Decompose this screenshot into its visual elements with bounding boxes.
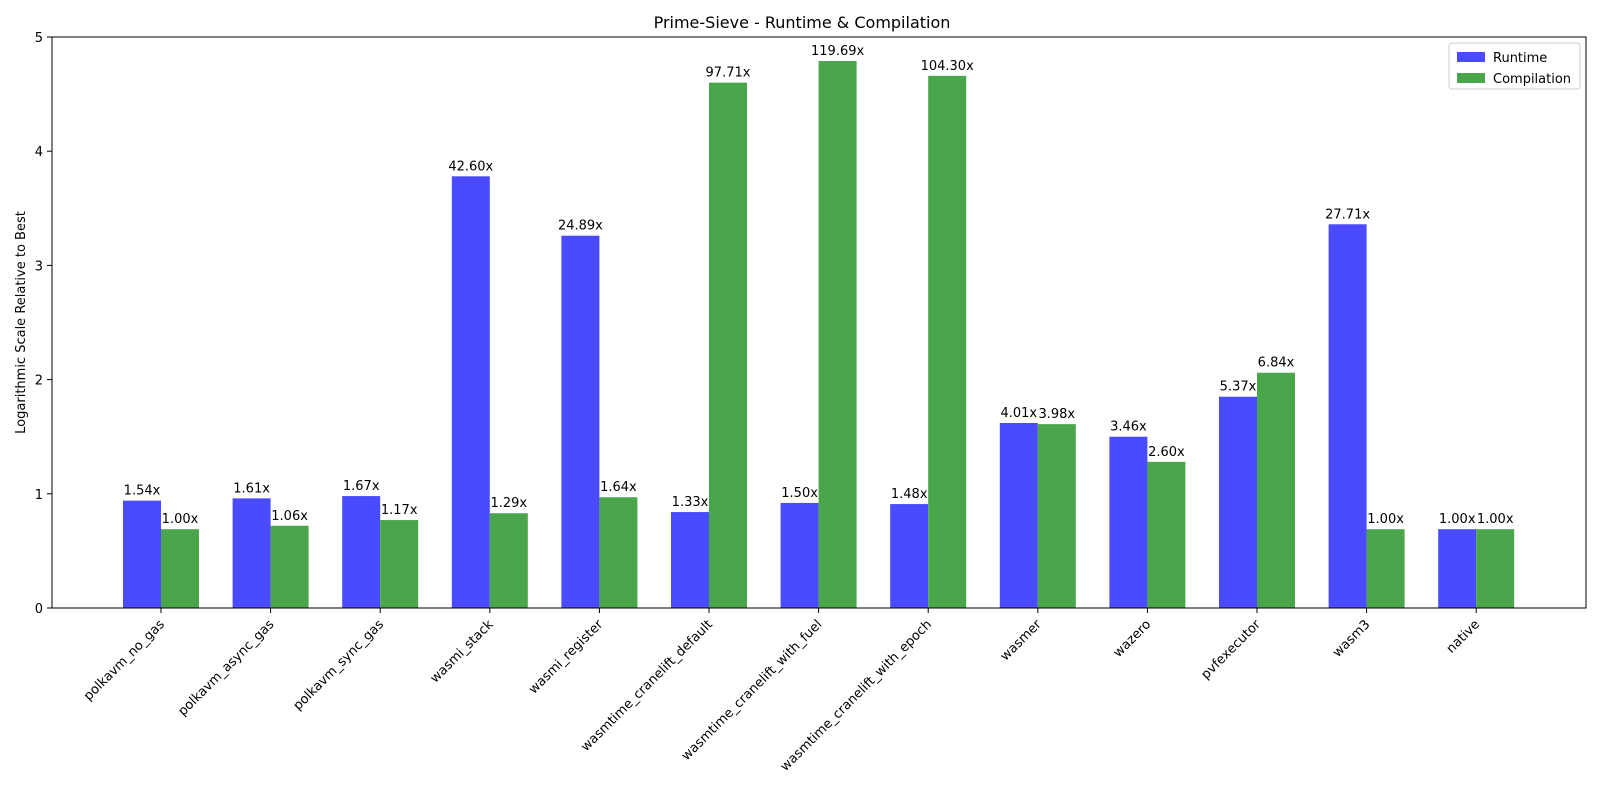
chart-title: Prime-Sieve - Runtime & Compilation: [654, 13, 951, 32]
y-tick-label: 4: [35, 145, 43, 160]
bar-compilation-polkavm_sync_gas: [380, 520, 419, 608]
data-label-compilation-pvfexecutor: 6.84x: [1258, 356, 1295, 371]
bar-runtime-wasmi_stack: [451, 176, 490, 608]
data-label-compilation-polkavm_async_gas: 1.06x: [271, 509, 308, 524]
legend-label-compilation: Compilation: [1493, 72, 1571, 87]
data-label-compilation-polkavm_no_gas: 1.00x: [162, 512, 199, 527]
bar-compilation-wasmtime_cranelift_with_epoch: [928, 75, 967, 608]
y-tick-label: 3: [35, 259, 43, 274]
bar-runtime-polkavm_sync_gas: [342, 496, 381, 608]
bar-compilation-pvfexecutor: [1257, 372, 1295, 608]
y-tick-label: 1: [35, 488, 43, 503]
bar-runtime-native: [1438, 529, 1477, 608]
data-label-runtime-wasmi_register: 24.89x: [558, 219, 603, 234]
data-label-runtime-polkavm_no_gas: 1.54x: [124, 484, 161, 499]
legend: Runtime Compilation: [1448, 42, 1581, 90]
bar-runtime-polkavm_no_gas: [123, 500, 161, 608]
data-label-compilation-wasmtime_cranelift_with_fuel: 119.69x: [811, 44, 864, 59]
data-label-runtime-polkavm_async_gas: 1.61x: [233, 481, 270, 496]
data-label-compilation-wasmi_stack: 1.29x: [490, 496, 527, 511]
data-label-runtime-wasmtime_cranelift_with_fuel: 1.50x: [781, 486, 818, 501]
bar-runtime-wasmtime_cranelift_with_epoch: [890, 504, 929, 608]
x-tick-label: native: [1444, 617, 1483, 656]
bar-compilation-native: [1476, 529, 1515, 608]
bar-runtime-wasmi_register: [561, 235, 600, 608]
data-label-runtime-wasmtime_cranelift_default: 1.33x: [672, 495, 709, 510]
data-label-compilation-wasmer: 3.98x: [1038, 407, 1075, 422]
bar-compilation-wasmtime_cranelift_default: [709, 82, 747, 609]
legend-swatch-runtime: [1457, 52, 1485, 62]
data-label-compilation-wasm3: 1.00x: [1367, 512, 1404, 527]
data-label-runtime-wasm3: 27.71x: [1325, 207, 1370, 222]
data-label-runtime-polkavm_sync_gas: 1.67x: [343, 479, 380, 494]
data-label-compilation-polkavm_sync_gas: 1.17x: [381, 503, 418, 518]
bar-runtime-wasmtime_cranelift_default: [671, 512, 709, 608]
x-tick-label: wazero: [1111, 617, 1154, 660]
bar-runtime-polkavm_async_gas: [232, 498, 271, 608]
data-label-runtime-wasmi_stack: 42.60x: [448, 159, 493, 174]
bar-compilation-wasmi_register: [599, 497, 638, 608]
x-tick-label: polkavm_sync_gas: [291, 617, 388, 714]
bar-compilation-wasmi_stack: [489, 513, 528, 608]
x-tick-label: wasmer: [998, 617, 1045, 664]
data-label-runtime-pvfexecutor: 5.37x: [1220, 380, 1257, 395]
bar-runtime-wasm3: [1328, 224, 1367, 608]
bar-compilation-polkavm_no_gas: [161, 529, 199, 608]
bar-runtime-wasmtime_cranelift_with_fuel: [780, 502, 819, 608]
x-tick-label: wasmtime_cranelift_default: [578, 617, 716, 755]
bar-compilation-wasmer: [1037, 424, 1076, 608]
bar-compilation-polkavm_async_gas: [270, 525, 309, 608]
data-label-runtime-wazero: 3.46x: [1110, 420, 1147, 435]
y-tick-label: 0: [35, 602, 43, 617]
bar-compilation-wasm3: [1366, 529, 1405, 608]
y-tick-label: 5: [35, 31, 43, 46]
bar-runtime-wazero: [1109, 436, 1148, 608]
data-label-compilation-native: 1.00x: [1477, 512, 1514, 527]
x-tick-label: wasmi_register: [526, 617, 607, 698]
bar-runtime-pvfexecutor: [1219, 396, 1257, 608]
x-tick-label: polkavm_no_gas: [81, 617, 168, 704]
x-tick-label: polkavm_async_gas: [175, 617, 277, 719]
data-label-compilation-wasmtime_cranelift_default: 97.71x: [706, 66, 751, 81]
x-tick-label: wasmi_stack: [428, 617, 497, 686]
data-label-runtime-wasmer: 4.01x: [1000, 406, 1037, 421]
legend-label-runtime: Runtime: [1493, 51, 1547, 66]
bar-compilation-wazero: [1147, 461, 1186, 608]
bar-compilation-wasmtime_cranelift_with_fuel: [818, 60, 857, 609]
y-tick-label: 2: [35, 374, 43, 389]
data-label-compilation-wazero: 2.60x: [1148, 445, 1185, 460]
x-tick-label: pvfexecutor: [1199, 617, 1265, 683]
data-label-runtime-wasmtime_cranelift_with_epoch: 1.48x: [891, 487, 928, 502]
data-label-compilation-wasmtime_cranelift_with_epoch: 104.30x: [921, 59, 974, 74]
data-label-compilation-wasmi_register: 1.64x: [600, 480, 637, 495]
x-tick-label: wasm3: [1330, 617, 1373, 660]
y-axis-label: Logarithmic Scale Relative to Best: [14, 211, 29, 434]
data-label-runtime-native: 1.00x: [1439, 512, 1476, 527]
bar-runtime-wasmer: [999, 422, 1038, 608]
legend-swatch-compilation: [1457, 73, 1485, 83]
